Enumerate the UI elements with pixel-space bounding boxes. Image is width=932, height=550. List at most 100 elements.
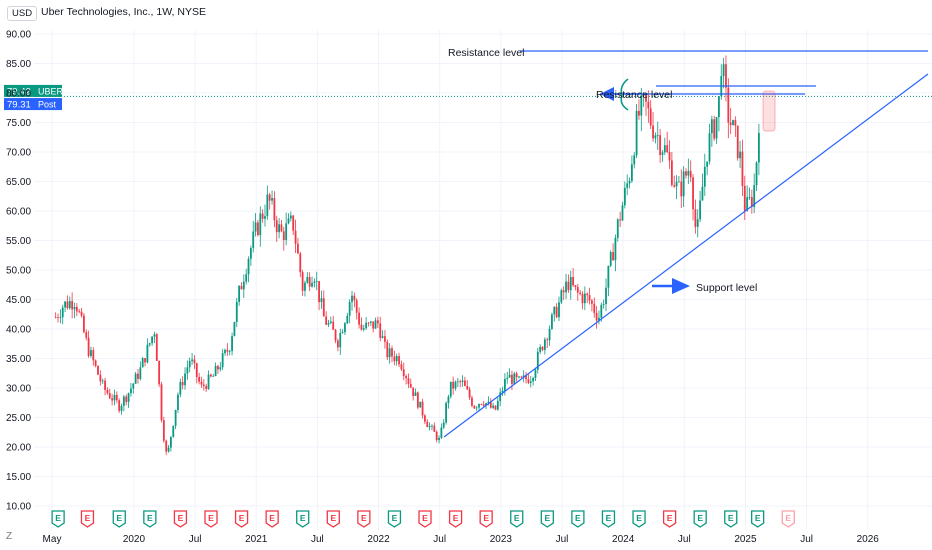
earnings-marker[interactable]: E	[510, 510, 524, 528]
svg-text:E: E	[755, 513, 761, 523]
earnings-marker[interactable]: E	[296, 510, 310, 528]
earnings-marker[interactable]: E	[693, 510, 707, 528]
candle-body	[351, 295, 353, 303]
earnings-marker[interactable]: E	[418, 510, 432, 528]
candle-body	[259, 213, 262, 236]
y-tick-label: 40.00	[6, 325, 31, 336]
svg-text:E: E	[636, 513, 642, 523]
earnings-marker[interactable]: E	[540, 510, 554, 528]
svg-text:E: E	[575, 513, 581, 523]
candle-body	[61, 307, 64, 318]
earnings-marker[interactable]: E	[751, 510, 765, 528]
candle-body	[621, 205, 624, 221]
candle-body	[710, 119, 713, 134]
candle-body	[689, 170, 692, 178]
earnings-marker[interactable]: E	[173, 510, 188, 528]
svg-text:E: E	[239, 513, 245, 523]
earnings-marker[interactable]: E	[781, 510, 795, 528]
earnings-marker[interactable]: E	[387, 510, 402, 528]
earnings-marker[interactable]: E	[357, 510, 371, 528]
earnings-marker[interactable]: E	[448, 510, 463, 528]
candle-body	[461, 380, 464, 383]
candle-body	[362, 328, 365, 330]
candle-body	[217, 365, 219, 370]
candle-body	[285, 223, 288, 240]
candle-body	[673, 185, 676, 187]
candle-body	[108, 393, 111, 399]
candle-body	[78, 311, 81, 313]
candle-body	[666, 145, 669, 153]
candle-body	[254, 222, 257, 232]
candle-body	[120, 405, 123, 411]
earnings-marker[interactable]: E	[479, 510, 493, 528]
x-tick-label: 2020	[123, 534, 146, 545]
drawings	[443, 50, 929, 438]
earnings-marker[interactable]: E	[724, 510, 738, 528]
candle-body	[308, 277, 311, 287]
earnings-marker[interactable]: E	[632, 510, 646, 528]
currency-badge[interactable]: USD	[7, 6, 38, 21]
earnings-marker[interactable]: E	[601, 510, 616, 528]
svg-text:E: E	[667, 513, 673, 523]
earnings-marker[interactable]: E	[265, 510, 279, 528]
candle-body	[576, 287, 579, 293]
price-tags: 79.42 UBER 79.31 Post	[4, 84, 64, 111]
candle-body	[181, 382, 184, 386]
support-label: Support level	[696, 282, 757, 294]
earnings-marker[interactable]: E	[234, 510, 249, 528]
y-tick-label: 80.00	[6, 89, 31, 100]
candle-body	[532, 378, 535, 382]
candle-body	[92, 350, 95, 361]
candle-body	[97, 365, 99, 375]
earnings-marker[interactable]: E	[112, 510, 126, 528]
candle-body	[332, 321, 335, 330]
candle-body	[501, 390, 504, 393]
candle-body	[292, 215, 295, 231]
candle-body	[464, 380, 466, 386]
candle-body	[299, 253, 302, 273]
candle-body	[275, 220, 278, 233]
candle-body	[282, 231, 285, 240]
candle-body	[367, 322, 370, 324]
candle-body	[242, 281, 245, 290]
candle-body	[675, 181, 678, 187]
earnings-marker[interactable]: E	[80, 510, 95, 528]
candle-body	[416, 392, 419, 408]
candle-body	[428, 425, 431, 428]
candle-body	[442, 422, 445, 428]
candle-body	[214, 365, 217, 377]
chart-title: Uber Technologies, Inc., 1W, NYSE	[41, 6, 206, 18]
x-tick-label: May	[43, 534, 62, 545]
candle-body	[623, 187, 626, 206]
y-tick-label: 45.00	[6, 295, 31, 306]
y-axis: 90.00 85.00 80.00 75.00 70.00 65.00 60.00 55.00…	[6, 30, 31, 513]
candle-body	[558, 302, 560, 318]
candle-body	[395, 356, 398, 362]
candle-body	[642, 93, 645, 96]
earnings-marker[interactable]: E	[204, 510, 218, 528]
resistance-label-mid: Resistance level	[596, 89, 672, 101]
candle-body	[546, 339, 549, 341]
candle-body	[115, 394, 118, 401]
candle-body	[205, 386, 208, 389]
candle-body	[231, 335, 233, 352]
candle-body	[506, 377, 509, 379]
candle-body	[614, 237, 617, 261]
earnings-marker[interactable]: E	[662, 510, 677, 528]
candle-body	[198, 376, 201, 382]
candle-body	[757, 132, 760, 163]
earnings-marker[interactable]: E	[571, 510, 585, 528]
candle-body	[372, 321, 375, 329]
candle-body	[654, 135, 657, 139]
candle-body	[313, 281, 316, 283]
earnings-marker[interactable]: E	[143, 510, 157, 528]
y-tick-label: 50.00	[6, 266, 31, 277]
earnings-marker[interactable]: E	[51, 510, 65, 528]
x-tick-label: Jul	[678, 534, 691, 545]
tradingview-logo[interactable]: Z	[6, 531, 13, 542]
candle-body	[685, 171, 687, 176]
earnings-marker[interactable]: E	[326, 510, 340, 528]
x-tick-label: 2025	[734, 534, 757, 545]
svg-text:E: E	[116, 513, 122, 523]
